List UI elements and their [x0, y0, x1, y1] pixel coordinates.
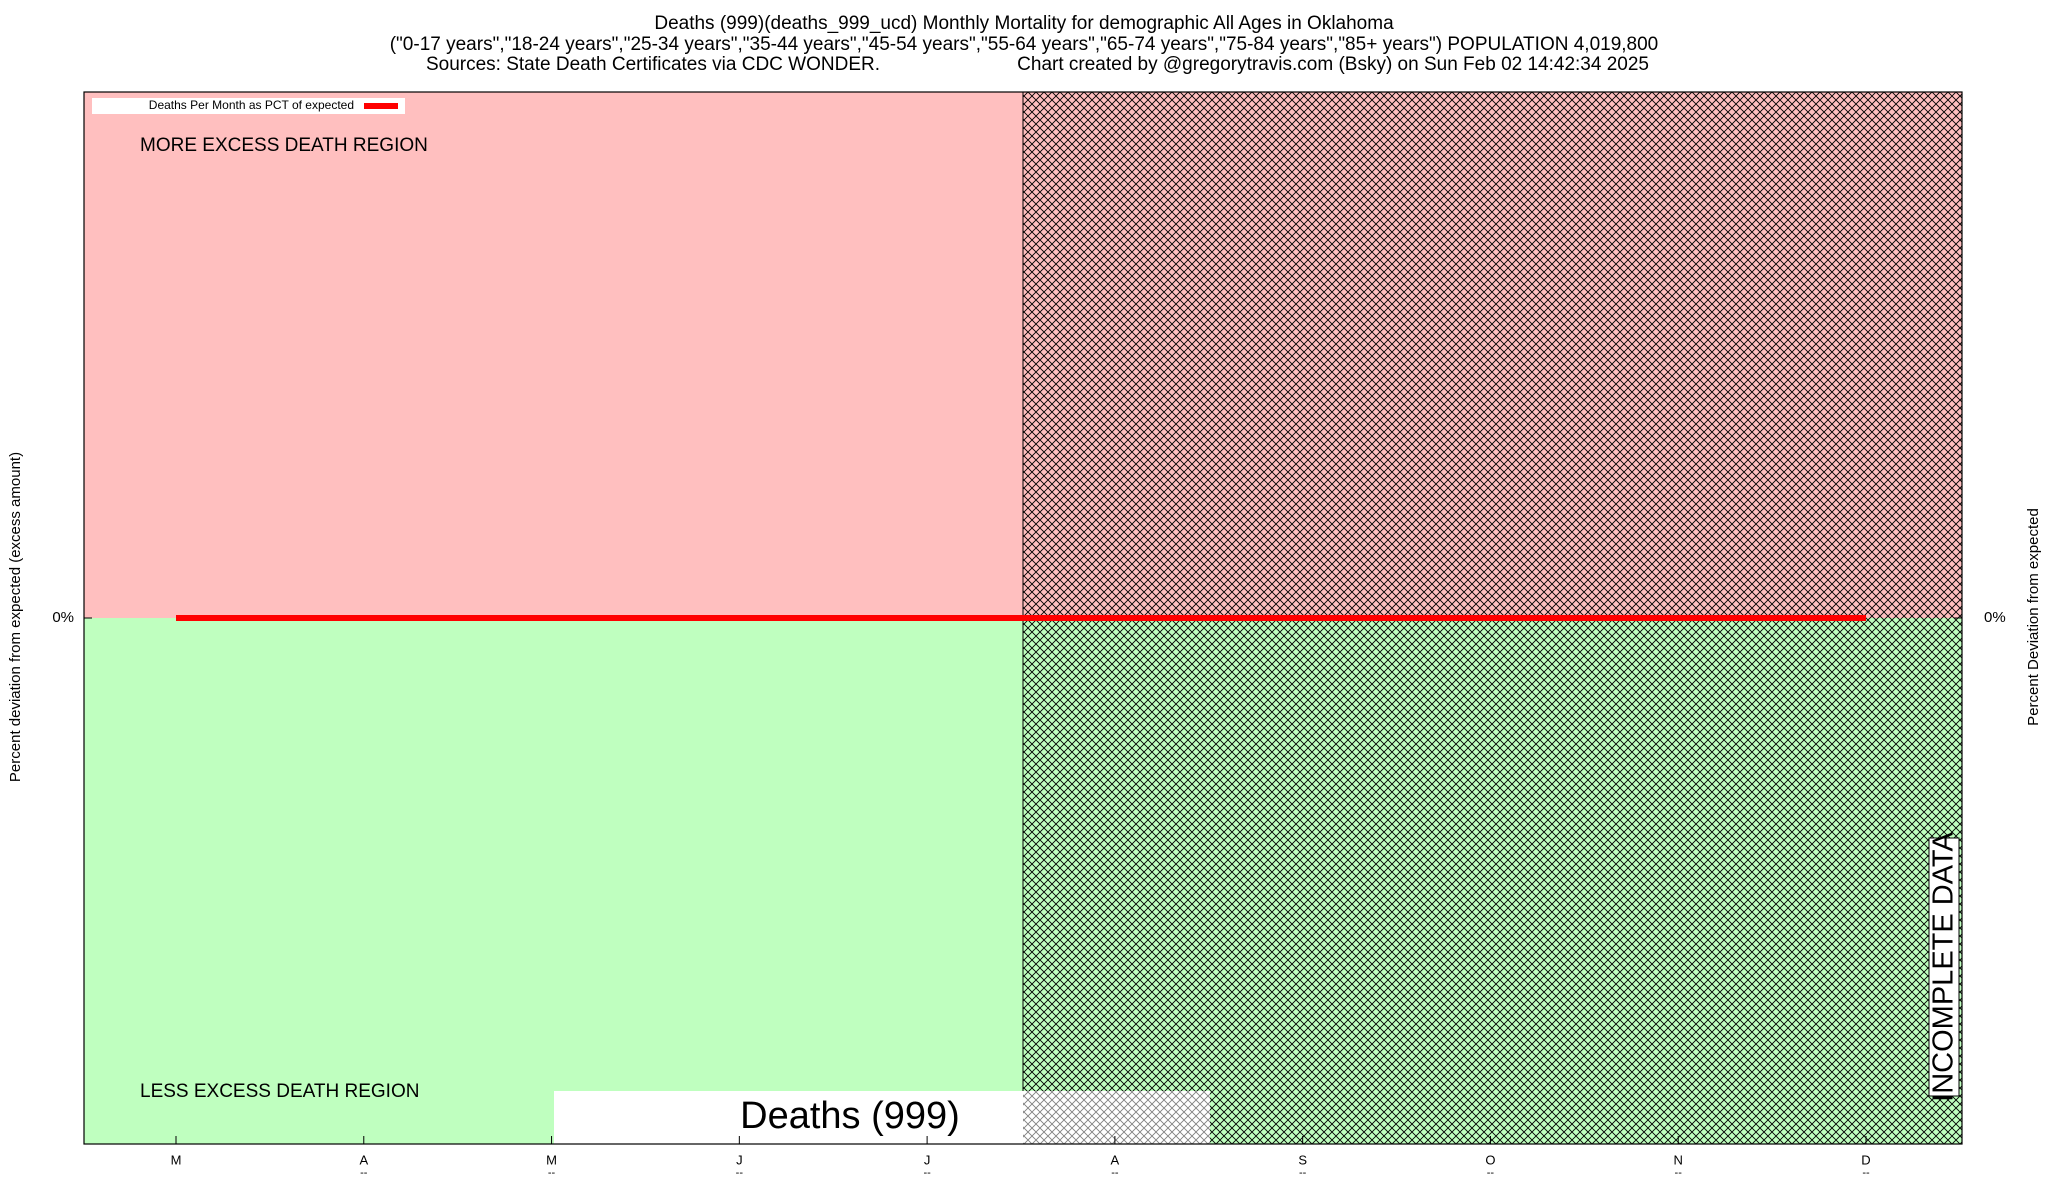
x-tick-sublabel: --: [1111, 1167, 1119, 1179]
x-tick-label: J: [736, 1152, 743, 1167]
x-tick-sublabel: --: [548, 1167, 556, 1179]
incomplete-label: INCOMPLETE DATA: [1928, 832, 1960, 1102]
credit: Chart created by @gregorytravis.com (Bsk…: [1017, 54, 1649, 75]
x-tick-label: M: [171, 1152, 182, 1167]
lower-region-label: LESS EXCESS DEATH REGION: [140, 1081, 419, 1102]
y2-axis-label: Percent Deviation from expected: [2025, 508, 2042, 726]
chart-subtitle: ("0-17 years","18-24 years","25-34 years…: [390, 34, 1659, 55]
x-tick-label: M: [546, 1152, 557, 1167]
legend-box: [92, 98, 405, 114]
watermark-hatch: [1023, 1091, 1210, 1144]
y-tick-label: 0%: [52, 609, 74, 626]
x-tick-sublabel: --: [360, 1167, 368, 1179]
legend-label: Deaths Per Month as PCT of expected: [149, 98, 354, 112]
x-tick-sublabel: --: [923, 1167, 931, 1179]
x-tick-sublabel: --: [1862, 1167, 1870, 1179]
upper-region-label: MORE EXCESS DEATH REGION: [140, 135, 428, 156]
x-tick-label: D: [1861, 1152, 1870, 1167]
watermark: Deaths (999): [740, 1095, 960, 1137]
x-tick-label: J: [924, 1152, 931, 1167]
y2-tick-label: 0%: [1984, 609, 2006, 626]
x-tick-sublabel: --: [736, 1167, 744, 1179]
x-tick-sublabel: --: [1675, 1167, 1683, 1179]
x-tick-label: A: [1111, 1152, 1120, 1167]
incomplete-label-box: [1928, 837, 1960, 1097]
x-tick-label: S: [1298, 1152, 1307, 1167]
x-tick-sublabel: --: [1487, 1167, 1495, 1179]
x-tick-label: N: [1674, 1152, 1683, 1167]
sources: Sources: State Death Certificates via CD…: [426, 54, 880, 75]
y-axis-label: Percent deviation from expected (excess …: [7, 452, 24, 782]
plot-frame: [83, 91, 1963, 1145]
chart-title: Deaths (999)(deaths_999_ucd) Monthly Mor…: [654, 13, 1394, 34]
watermark-box: [554, 1091, 1023, 1144]
x-tick-label: A: [359, 1152, 368, 1167]
x-tick-label: O: [1485, 1152, 1495, 1167]
x-tick-sublabel: --: [1299, 1167, 1307, 1179]
